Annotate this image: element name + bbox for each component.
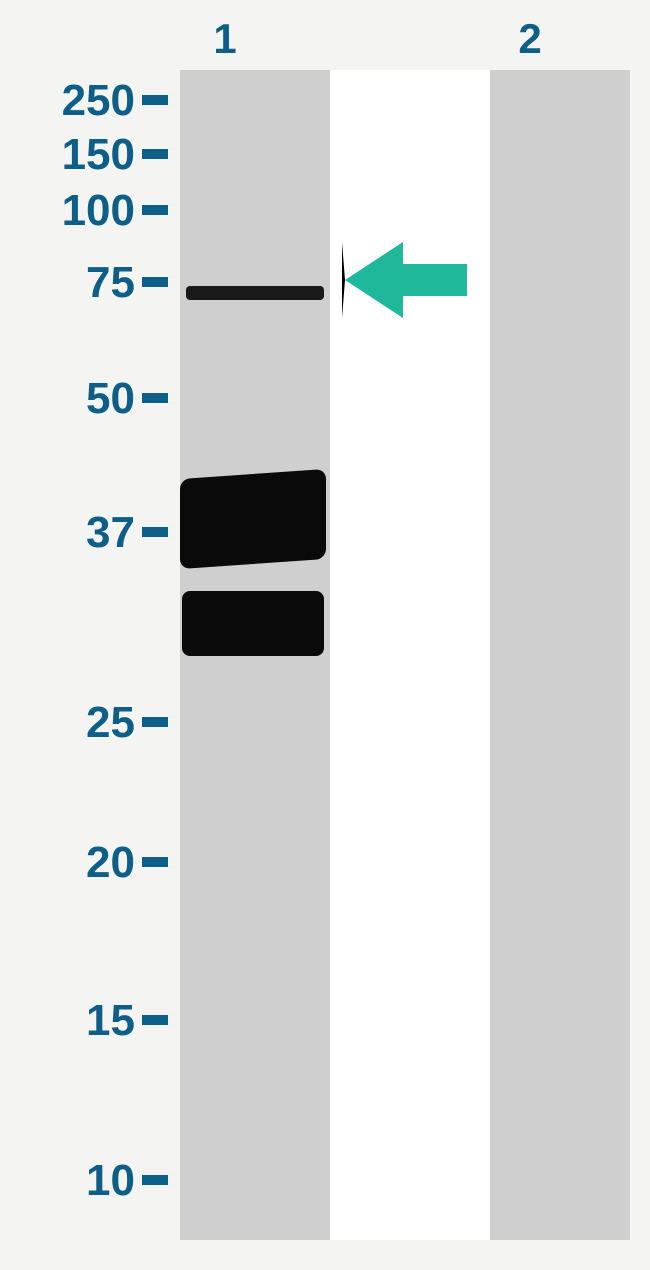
mw-label-25: 25 [86,698,135,748]
mw-tick-50 [142,393,168,403]
mw-label-75: 75 [86,258,135,308]
lane-1 [180,70,330,1240]
pointer-arrow [342,242,467,318]
mw-tick-15 [142,1015,168,1025]
mw-label-37: 37 [86,508,135,558]
mw-label-20: 20 [86,838,135,888]
lane-1-band-0 [186,286,324,300]
mw-label-15: 15 [86,996,135,1046]
pointer-arrow-tail [403,264,467,296]
pointer-arrow-head-icon [342,242,403,318]
lane-2 [490,70,630,1240]
mw-label-250: 250 [62,76,135,126]
mw-tick-20 [142,857,168,867]
lane-header-2: 2 [500,15,560,63]
mw-label-10: 10 [86,1156,135,1206]
mw-label-100: 100 [62,186,135,236]
mw-tick-75 [142,277,168,287]
mw-tick-150 [142,149,168,159]
mw-tick-10 [142,1175,168,1185]
mw-label-150: 150 [62,130,135,180]
blot-canvas: 1 2 250150 100 75 50 37 25 20 15 10 [0,0,650,1270]
mw-label-50: 50 [86,374,135,424]
lane-header-1: 1 [195,15,255,63]
lane-1-band-2 [182,591,324,656]
mw-tick-37 [142,527,168,537]
mw-tick-25 [142,717,168,727]
mw-tick-100 [142,205,168,215]
lane-1-band-1 [180,469,326,569]
mw-tick-250 [142,95,168,105]
